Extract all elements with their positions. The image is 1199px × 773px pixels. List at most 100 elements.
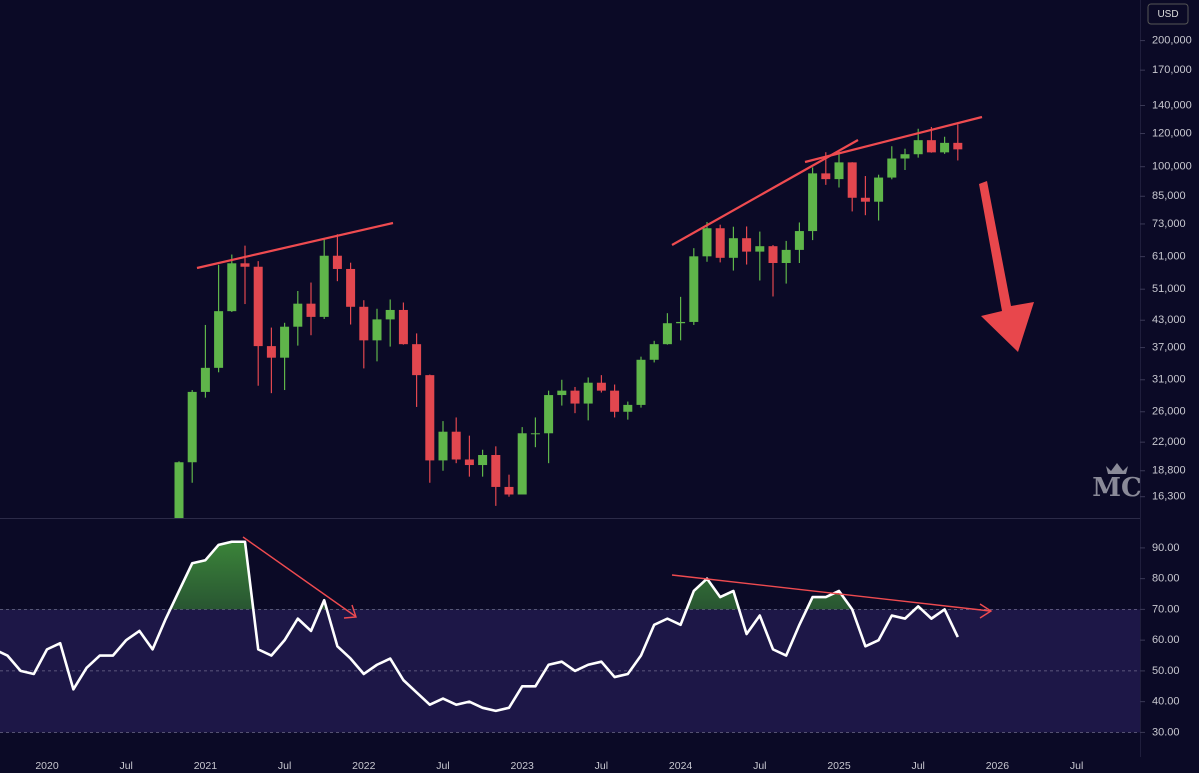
candle-body [425,375,435,461]
y-tick-label: 40.00 [1152,696,1180,708]
y-tick-label: 85,000 [1152,190,1186,202]
candle-body [728,238,738,258]
x-tick-label: 2024 [669,760,693,772]
candle-body [794,231,804,250]
candle-body [293,303,303,327]
candle-body [715,228,725,258]
candle-body [214,311,224,368]
trend-line [242,536,356,617]
candle-body [530,433,540,435]
candle-body [874,177,884,202]
price-pane [174,124,963,518]
y-tick-label: 30.00 [1152,726,1180,738]
candle-body [662,323,672,345]
y-tick-label: 170,000 [1152,64,1192,76]
candle-body [742,238,752,252]
candle-body [332,255,342,269]
y-tick-label: 100,000 [1152,161,1192,173]
candle-body [266,346,276,358]
arrow-head [343,604,357,619]
candle-body [438,431,448,461]
y-tick-label: 73,000 [1152,218,1186,230]
candle-body [913,140,923,155]
y-tick-label: 140,000 [1152,99,1192,111]
watermark-crown [1106,463,1128,474]
candle-body [227,263,237,312]
candle-body [240,263,250,267]
y-tick-label: 16,300 [1152,491,1186,503]
candle-body [926,140,936,153]
candle-body [953,142,963,150]
x-tick-label: Jul [753,760,766,772]
candle-body [280,326,290,358]
candle-body [504,486,514,495]
y-tick-label: 18,800 [1152,465,1186,477]
candle-body [689,256,699,322]
y-tick-label: 60.00 [1152,634,1180,646]
x-tick-label: Jul [436,760,449,772]
candle-body [596,382,606,391]
candle-body [187,391,197,463]
y-tick-label: 22,000 [1152,436,1186,448]
candle-body [821,173,831,180]
y-tick-label: 80.00 [1152,573,1180,585]
arrow-head [979,603,993,619]
candle-body [900,154,910,159]
y-tick-label: 37,000 [1152,341,1186,353]
x-tick-label: 2022 [352,760,376,772]
y-tick-label: 31,000 [1152,374,1186,386]
candle-body [557,390,567,396]
candle-body [464,459,474,466]
y-tick-label: 70.00 [1152,603,1180,615]
candle-body [676,321,686,324]
candle-body [702,228,712,257]
unit-badge [1147,3,1189,25]
candle-body [319,255,329,317]
candle-body [478,455,488,466]
candle-body [359,306,369,341]
candle-body [887,158,897,178]
candle-body [544,395,554,434]
annotations [196,115,1034,619]
x-tick-label: Jul [595,760,608,772]
x-tick-label: 2026 [986,760,1010,772]
unit-label: USD [1157,9,1178,20]
x-tick-label: 2021 [194,760,218,772]
y-tick-label: 26,000 [1152,406,1186,418]
candle-body [583,382,593,404]
candle-body [200,367,210,392]
candle-body [847,162,857,198]
candle-body [623,404,633,412]
candle-body [860,197,870,202]
overbought-fill [0,541,958,610]
trend-line [804,115,983,164]
x-tick-label: 2020 [35,760,59,772]
candle-body [174,462,184,518]
trend-line [671,574,991,612]
candle-body [570,390,580,404]
candle-body [398,309,408,345]
trend-line [196,221,394,270]
x-tick-label: Jul [1070,760,1083,772]
y-tick-label: 43,000 [1152,314,1186,326]
candle-body [940,142,950,153]
candle-body [808,173,818,232]
rsi-pane [0,540,1140,733]
down-arrow [979,181,1034,352]
candle-body [346,268,356,307]
candle-body [491,455,501,487]
candle-body [781,249,791,263]
watermark: MC [1092,473,1141,503]
x-tick-label: Jul [119,760,132,772]
x-tick-label: 2023 [511,760,535,772]
candle-body [610,390,620,412]
candle-body [636,359,646,405]
candle-body [253,266,263,347]
candle-body [768,246,778,263]
rsi-line [0,540,959,713]
y-tick-label: 61,000 [1152,251,1186,263]
candle-body [372,319,382,341]
y-tick-label: 51,000 [1152,283,1186,295]
candle-body [306,303,316,317]
